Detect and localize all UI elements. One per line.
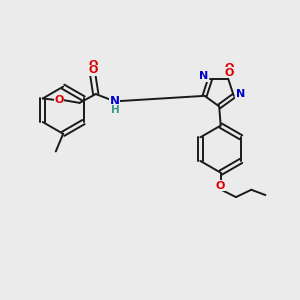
Text: N: N bbox=[110, 95, 120, 108]
Text: N: N bbox=[236, 89, 245, 99]
Text: N: N bbox=[199, 71, 208, 81]
Text: O: O bbox=[88, 65, 98, 76]
Text: O: O bbox=[216, 181, 225, 191]
Text: O: O bbox=[224, 63, 233, 73]
Text: H: H bbox=[111, 105, 119, 115]
Text: O: O bbox=[216, 181, 225, 191]
Text: O: O bbox=[224, 68, 233, 78]
Text: O: O bbox=[54, 95, 64, 105]
Text: O: O bbox=[54, 95, 64, 105]
Text: O: O bbox=[88, 61, 98, 70]
Text: N: N bbox=[110, 95, 120, 108]
Text: N: N bbox=[236, 89, 245, 99]
Text: H: H bbox=[111, 105, 119, 115]
Text: N: N bbox=[199, 71, 208, 81]
